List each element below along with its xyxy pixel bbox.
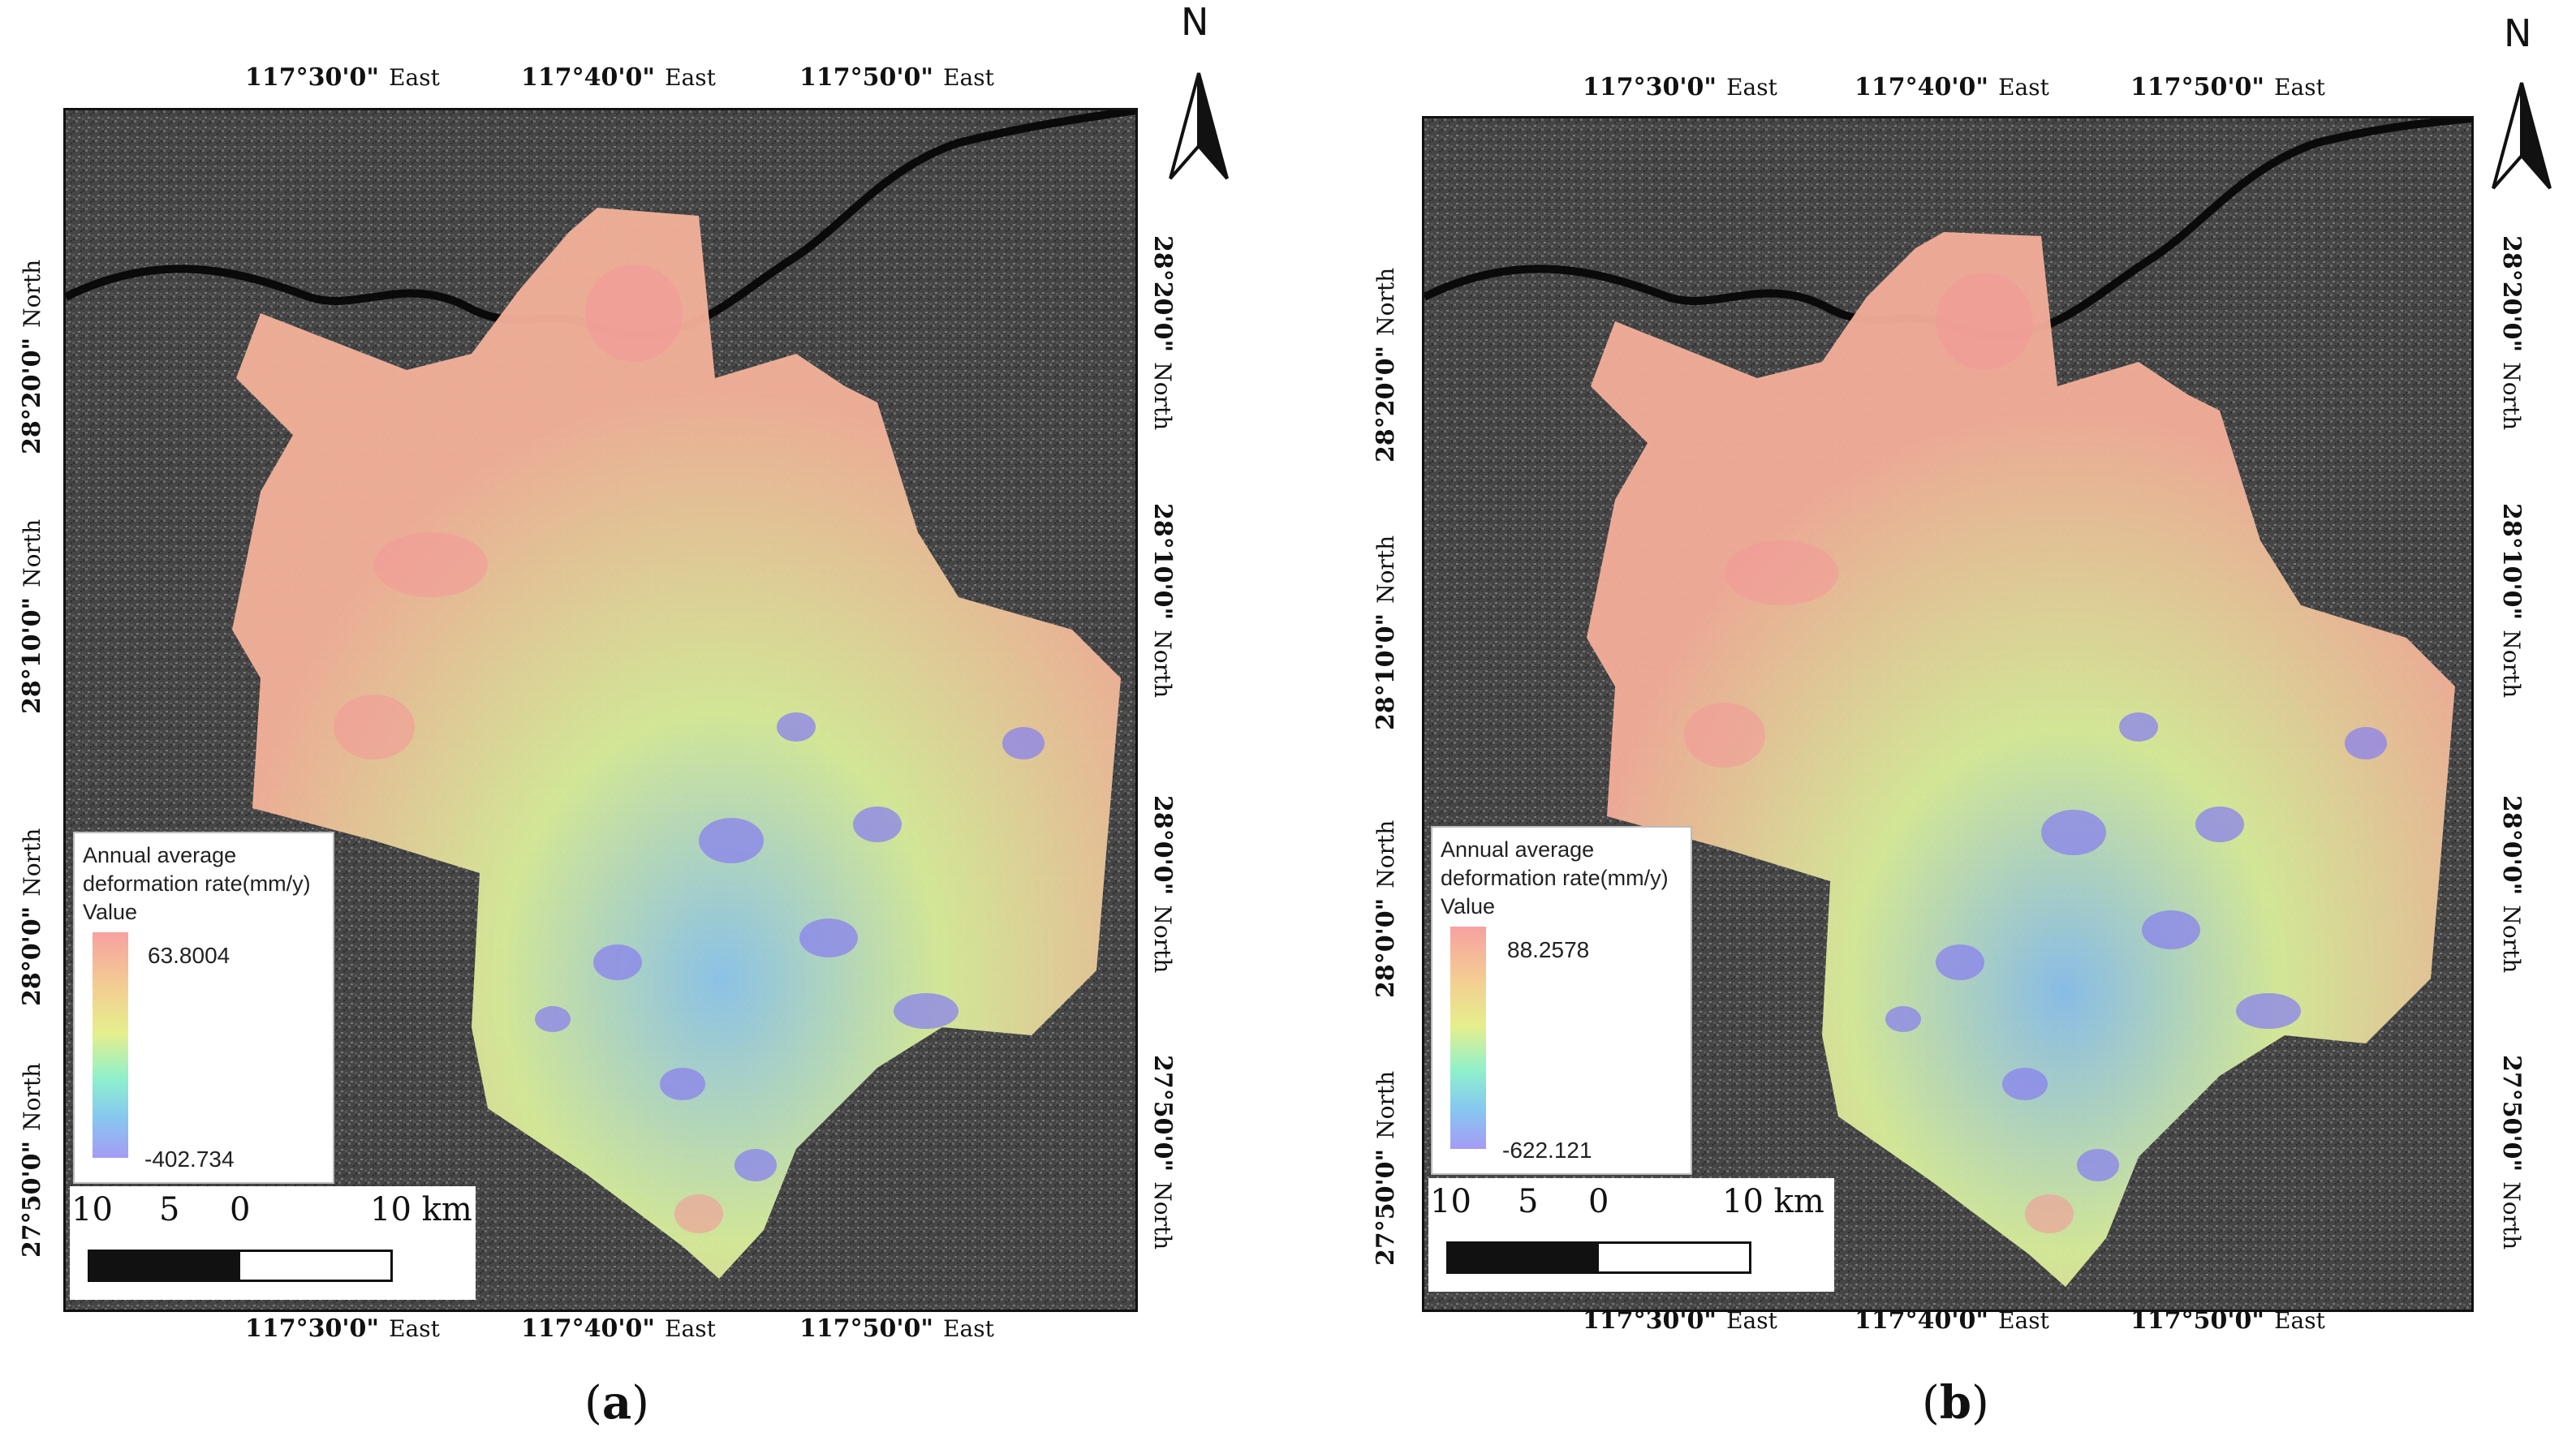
left-tick-1: 28°20'0"North (18, 259, 46, 454)
right-tick-1: 28°20'0"North (2497, 235, 2526, 431)
bottom-tick-3: 117°50'0" East (799, 1314, 994, 1343)
study-area-region (1587, 232, 2455, 1287)
scale-bar: 10 5 0 10 km (1428, 1178, 1834, 1292)
bottom-tick-2: 117°40'0" East (521, 1314, 716, 1343)
legend-max-value: 88.2578 (1507, 937, 1590, 962)
left-tick-1: 28°20'0"North (1372, 267, 1400, 462)
legend-value-label: Value (83, 900, 138, 924)
right-tick-4: 27°50'0"North (2497, 1055, 2526, 1250)
top-tick-1: 117°30'0" East (1583, 73, 1777, 101)
right-tick-3: 28°0'0"North (2497, 795, 2526, 974)
legend: Annual average deformation rate(mm/y) Va… (1431, 826, 1692, 1175)
north-arrow-icon (2492, 82, 2552, 190)
left-tick-3: 28°0'0"North (18, 828, 46, 1006)
scale-label-5: 5 (159, 1191, 180, 1228)
legend-title-line1: Annual average (1441, 837, 1595, 862)
left-tick-3: 28°0'0"North (1372, 819, 1400, 998)
left-tick-2: 28°10'0"North (1372, 535, 1400, 730)
legend-color-ramp (1450, 927, 1486, 1149)
left-tick-2: 28°10'0"North (18, 518, 46, 714)
scale-bar-graphic (1446, 1241, 1751, 1274)
right-tick-4: 27°50'0"North (1148, 1055, 1177, 1250)
legend: Annual average deformation rate(mm/y) Va… (73, 832, 334, 1184)
north-letter: N (2504, 11, 2532, 55)
scale-label-0: 0 (1588, 1183, 1609, 1220)
panel-caption-b: (b) (1922, 1376, 1989, 1430)
left-tick-4: 27°50'0"North (18, 1062, 46, 1258)
legend-max-value: 63.8004 (148, 943, 230, 968)
legend-min-value: -622.121 (1502, 1138, 1592, 1163)
scale-label-10: 10 (1430, 1183, 1471, 1220)
north-letter: N (1181, 0, 1209, 44)
scale-label-10km: 10 km (1722, 1183, 1824, 1220)
legend-title-line2: deformation rate(mm/y) (1441, 866, 1669, 890)
right-tick-2: 28°10'0"North (2497, 503, 2526, 699)
scale-label-10: 10 (71, 1191, 113, 1228)
top-tick-2: 117°40'0" East (1854, 73, 2049, 101)
legend-title-line2: deformation rate(mm/y) (83, 871, 311, 896)
scale-bar: 10 5 0 10 km (70, 1186, 476, 1300)
top-tick-3: 117°50'0" East (2130, 73, 2325, 101)
left-tick-4: 27°50'0"North (1372, 1070, 1400, 1266)
north-arrow-icon (1169, 72, 1229, 180)
legend-value-label: Value (1441, 894, 1496, 918)
top-tick-1: 117°30'0" East (245, 63, 440, 92)
scale-bar-graphic (88, 1250, 393, 1282)
right-tick-1: 28°20'0"North (1148, 235, 1177, 431)
legend-title-line1: Annual average (83, 843, 237, 867)
map-panel-a: 117°30'0" East 117°40'0" East 117°50'0" Eas… (0, 0, 1250, 1454)
map-panel-b: 117°30'0" East 117°40'0" East 117°50'0" Eas… (1347, 0, 2576, 1454)
legend-color-ramp (93, 932, 128, 1158)
right-tick-3: 28°0'0"North (1148, 795, 1177, 974)
scale-label-0: 0 (230, 1191, 251, 1228)
top-tick-3: 117°50'0" East (799, 63, 994, 92)
bottom-tick-1: 117°30'0" East (245, 1314, 440, 1343)
scale-label-5: 5 (1518, 1183, 1539, 1220)
top-tick-2: 117°40'0" East (521, 63, 716, 92)
right-tick-2: 28°10'0"North (1148, 503, 1177, 699)
legend-min-value: -402.734 (144, 1146, 235, 1172)
scale-label-10km: 10 km (370, 1191, 472, 1228)
panel-caption-a: (a) (584, 1376, 650, 1430)
